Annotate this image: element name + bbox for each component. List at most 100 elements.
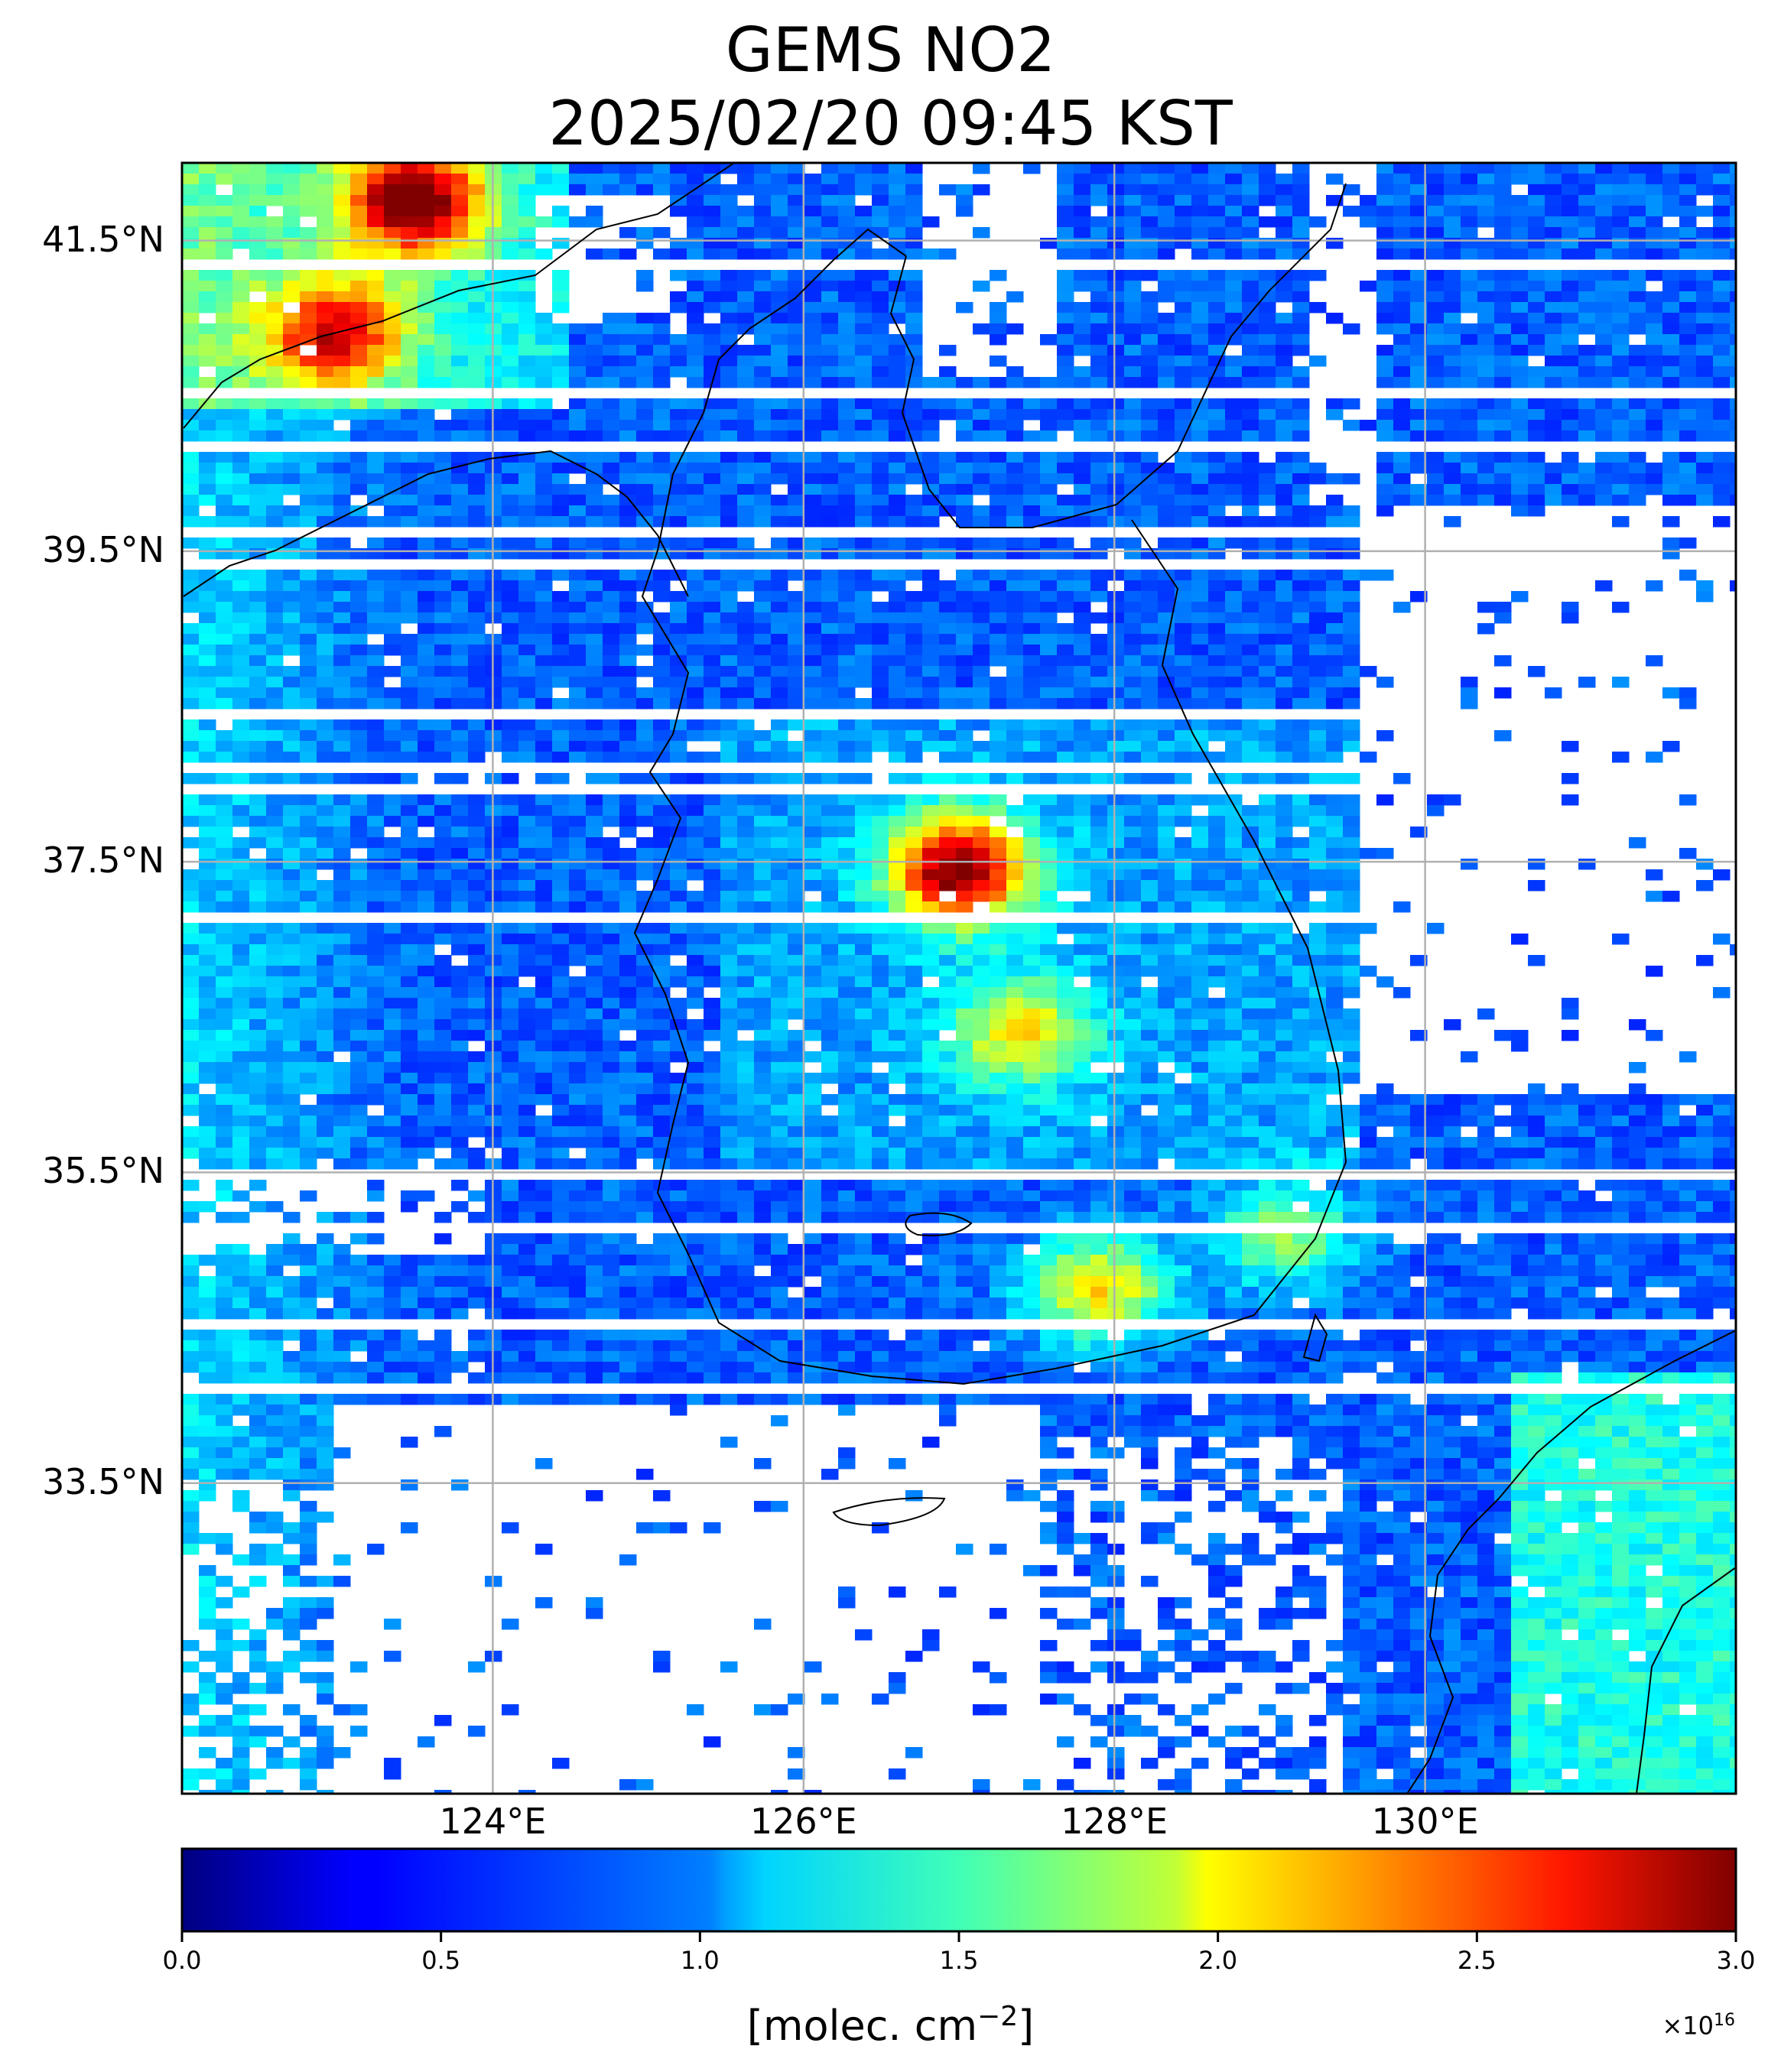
- no2-cell: [552, 505, 570, 517]
- no2-cell: [1309, 516, 1327, 528]
- no2-cell: [468, 880, 486, 891]
- no2-cell: [1158, 655, 1175, 667]
- no2-cell: [317, 463, 334, 474]
- no2-cell: [821, 184, 839, 196]
- no2-cell: [418, 923, 435, 934]
- no2-cell: [1326, 805, 1344, 817]
- no2-cell: [990, 612, 1007, 624]
- no2-cell: [905, 719, 923, 731]
- no2-cell: [1393, 291, 1411, 303]
- no2-cell: [1006, 687, 1024, 699]
- no2-cell: [754, 934, 772, 945]
- no2-cell: [1511, 591, 1529, 602]
- no2-cell: [1208, 859, 1226, 870]
- no2-cell: [1057, 741, 1074, 752]
- no2-cell: [872, 837, 889, 849]
- no2-cell: [1023, 473, 1041, 485]
- no2-cell: [199, 473, 216, 485]
- no2-cell: [1074, 816, 1091, 827]
- no2-cell: [249, 837, 267, 849]
- no2-cell: [1158, 730, 1175, 742]
- no2-cell: [401, 548, 418, 560]
- no2-cell: [1208, 345, 1226, 356]
- no2-cell: [990, 966, 1007, 977]
- no2-cell: [1141, 891, 1159, 902]
- no2-cell: [990, 923, 1007, 934]
- no2-cell: [1141, 923, 1159, 934]
- no2-cell: [1090, 195, 1108, 206]
- no2-cell: [1578, 356, 1596, 367]
- no2-cell: [1276, 516, 1293, 528]
- no2-cell: [1326, 548, 1344, 560]
- no2-cell: [266, 495, 284, 506]
- no2-cell: [333, 270, 351, 281]
- no2-cell: [1175, 505, 1192, 517]
- no2-cell: [502, 516, 519, 528]
- no2-cell: [569, 602, 587, 613]
- no2-cell: [333, 313, 351, 324]
- no2-cell: [317, 398, 334, 410]
- no2-cell: [384, 420, 401, 431]
- no2-cell: [1612, 334, 1630, 346]
- no2-cell: [1225, 366, 1243, 378]
- no2-cell: [1629, 270, 1646, 281]
- no2-cell: [468, 966, 486, 977]
- no2-cell: [199, 645, 216, 656]
- no2-cell: [1612, 752, 1630, 763]
- no2-cell: [1545, 484, 1562, 495]
- no2-cell: [670, 623, 687, 635]
- no2-cell: [704, 623, 721, 635]
- no2-cell: [518, 334, 536, 346]
- no2-cell: [956, 430, 973, 442]
- no2-cell: [1713, 227, 1731, 239]
- no2-cell: [788, 645, 805, 656]
- no2-cell: [384, 730, 401, 742]
- no2-cell: [1057, 356, 1074, 367]
- no2-cell: [451, 238, 469, 249]
- no2-cell: [990, 323, 1007, 335]
- no2-cell: [317, 730, 334, 742]
- no2-cell: [1612, 248, 1630, 260]
- no2-cell: [182, 634, 200, 645]
- no2-cell: [266, 901, 284, 913]
- no2-cell: [687, 345, 704, 356]
- no2-cell: [1444, 195, 1461, 206]
- no2-cell: [872, 163, 889, 174]
- no2-cell: [905, 570, 923, 581]
- no2-cell: [1141, 730, 1159, 742]
- no2-cell: [1175, 580, 1192, 592]
- no2-cell: [283, 623, 301, 635]
- no2-cell: [1477, 430, 1495, 442]
- no2-cell: [1393, 184, 1411, 196]
- no2-cell: [1107, 302, 1125, 313]
- no2-cell: [1444, 184, 1461, 196]
- no2-cell: [889, 698, 906, 710]
- no2-cell: [1040, 869, 1058, 881]
- no2-cell: [199, 248, 216, 260]
- no2-cell: [720, 334, 738, 346]
- no2-cell: [821, 602, 839, 613]
- no2-cell: [1360, 281, 1377, 292]
- no2-cell: [922, 623, 940, 635]
- no2-cell: [535, 859, 553, 870]
- no2-cell: [855, 473, 873, 485]
- no2-cell: [905, 666, 923, 677]
- no2-cell: [1595, 216, 1613, 228]
- no2-cell: [418, 420, 435, 431]
- no2-cell: [1696, 270, 1714, 281]
- no2-cell: [451, 345, 469, 356]
- no2-cell: [1191, 323, 1209, 335]
- no2-cell: [973, 430, 990, 442]
- no2-cell: [350, 645, 368, 656]
- no2-cell: [1006, 869, 1024, 881]
- no2-cell: [838, 216, 856, 228]
- no2-cell: [569, 687, 587, 699]
- no2-cell: [1175, 216, 1192, 228]
- no2-cell: [771, 495, 788, 506]
- no2-cell: [704, 837, 721, 849]
- no2-cell: [552, 773, 570, 784]
- no2-cell: [1309, 591, 1327, 602]
- no2-cell: [973, 537, 990, 549]
- no2-cell: [283, 270, 301, 281]
- no2-cell: [1040, 944, 1058, 956]
